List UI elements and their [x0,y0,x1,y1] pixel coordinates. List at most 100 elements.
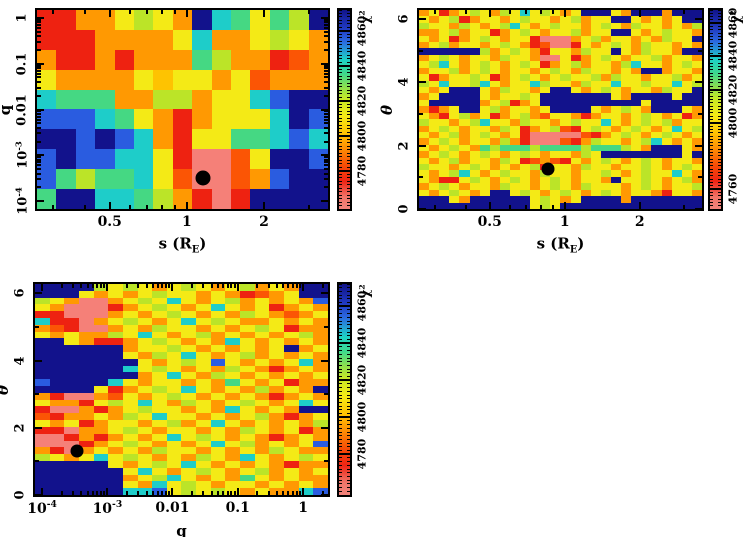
colorbar-tick [710,185,713,187]
colorbar-tick [710,49,713,51]
heatmap-cell [64,372,79,380]
colorbar-tick [339,324,342,326]
heatmap-cell [166,433,182,441]
heatmap-cell [298,297,314,305]
heatmap-cell [560,189,571,197]
heatmap-cell [540,125,551,132]
heatmap-cell [590,42,601,49]
heatmap-cell [137,290,153,298]
heatmap-cell [509,67,521,75]
heatmap-cell [479,151,490,158]
colorbar-tick [339,29,345,32]
colorbar-tick [710,132,713,134]
heatmap-cell [419,93,430,100]
heatmap-cell [499,16,510,23]
heatmap-cell [459,67,470,75]
y-axis-tick [419,113,423,116]
heatmap-cell [429,61,440,68]
heatmap-cell [469,16,480,23]
heatmap-cell [196,358,211,366]
heatmap-cell [600,189,612,197]
heatmap-cell [691,119,702,126]
heatmap-cell [298,426,314,434]
heatmap-cell [499,112,510,120]
heatmap-cell [64,460,79,468]
colorbar-tick [347,149,350,151]
heatmap-cell [621,144,632,152]
colorbar-tick [347,413,350,415]
heatmap-cell [429,144,440,152]
heatmap-cell [93,372,109,380]
x-axis-tick [171,284,174,291]
heatmap-cell [269,345,285,352]
heatmap-cell [269,351,285,359]
heatmap-cell [520,99,531,107]
heatmap-cell [313,413,328,421]
heatmap-cell [560,125,571,132]
heatmap-cell [509,138,521,145]
heatmap-cell [469,54,480,62]
heatmap-cell [211,189,231,209]
heatmap-cell [78,460,94,468]
heatmap-cell [681,48,692,55]
colorbar-tick [339,435,342,437]
colorbar-tick [339,475,342,477]
heatmap-cell [570,42,581,49]
x-axis-tick [539,205,542,209]
heatmap-cell [550,176,561,184]
heatmap-cell [284,345,299,352]
heatmap-cell [681,170,692,177]
heatmap-cell [166,420,182,427]
heatmap-cell [133,129,154,150]
heatmap-cell [313,454,328,461]
heatmap-cell [166,440,182,448]
heatmap-cell [152,284,167,291]
heatmap-cell [489,189,500,197]
colorbar-tick [718,59,721,61]
heatmap-cell [313,311,328,318]
heatmap-cell [611,176,622,184]
heatmap-cell [590,48,601,55]
colorbar-tick [339,313,342,315]
colorbar-tick-label: 4840 [355,327,369,359]
colorbar-tick [339,110,342,112]
heatmap-cell [479,35,490,43]
x-axis-tick [233,491,236,495]
heatmap-cell [93,426,109,434]
heatmap-cell [210,379,226,386]
colorbar-tick [718,122,721,124]
heatmap-cell [298,365,314,373]
heatmap-cell [439,176,450,184]
heatmap-cell [590,119,601,126]
heatmap-cell [621,80,632,87]
x-axis-tick [638,10,641,17]
heatmap-cell [560,131,571,139]
colorbar-tick [710,191,713,193]
colorbar-tick [718,148,721,150]
colorbar-tick [339,37,342,39]
heatmap-cell [313,474,328,482]
x-axis-tick [287,491,290,495]
heatmap-cell [284,406,299,414]
heatmap-cell [570,176,581,184]
heatmap-cell [419,10,430,17]
heatmap-cell [590,61,601,68]
heatmap-cell [661,93,672,100]
heatmap-cell [661,144,672,152]
heatmap-cell [269,304,285,312]
heatmap-cell [308,89,328,110]
heatmap-cell [550,144,561,152]
heatmap-cell [590,106,601,113]
colorbar-tick [710,26,713,28]
heatmap-cell [137,331,153,339]
heatmap-cell [469,80,480,87]
heatmap-cell [580,164,591,171]
heatmap-cell [600,164,612,171]
heatmap-cell [153,169,173,190]
heatmap-cell [298,488,314,495]
heatmap-cell [611,164,622,171]
heatmap-cell [49,474,65,482]
y-axis-tick [35,426,42,429]
colorbar-tick [347,96,350,98]
heatmap-cell [313,467,328,475]
